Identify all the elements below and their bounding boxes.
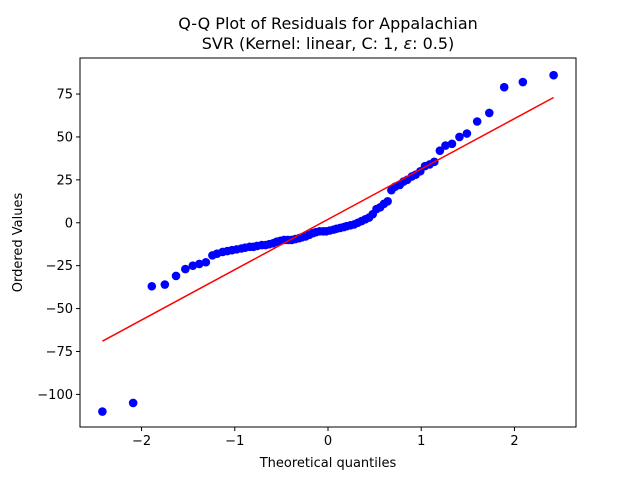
x-axis-label: Theoretical quantiles	[259, 456, 397, 471]
chart-subtitle-epsilon: ε	[403, 34, 412, 53]
data-point	[472, 117, 482, 126]
y-axis-ticks: −100 −75 −50 −25 0 25 50 75	[37, 88, 80, 403]
x-tick-label: −1	[225, 434, 244, 449]
data-point	[195, 259, 204, 269]
x-tick-label: 0	[324, 434, 332, 449]
data-point	[128, 398, 138, 408]
y-tick-label: 0	[65, 216, 73, 231]
data-point	[549, 70, 558, 80]
y-tick-label: −75	[46, 345, 73, 360]
data-point	[147, 281, 157, 291]
data-point	[383, 197, 392, 206]
data-point	[160, 280, 170, 289]
chart-subtitle-suffix: : 0.5)	[412, 34, 454, 53]
y-tick-label: 25	[56, 173, 73, 188]
data-point	[455, 132, 464, 142]
data-point	[201, 257, 211, 267]
x-tick-label: −2	[132, 434, 151, 449]
data-point	[181, 264, 190, 274]
x-tick-label: 1	[417, 434, 425, 449]
data-point	[484, 108, 494, 118]
data-point	[462, 129, 472, 138]
chart-subtitle: SVR (Kernel: linear, C: 1, ε: 0.5)	[202, 34, 455, 53]
data-point	[499, 82, 509, 92]
y-tick-label: −25	[46, 259, 73, 274]
y-tick-label: −100	[37, 388, 73, 403]
data-point	[518, 77, 528, 87]
y-tick-label: 75	[56, 88, 73, 103]
data-point	[188, 261, 198, 270]
axes-frame	[79, 57, 577, 428]
data-point	[171, 271, 181, 281]
chart-subtitle-prefix: SVR (Kernel: linear, C: 1,	[202, 34, 404, 53]
x-tick-label: 2	[510, 434, 518, 449]
data-point	[447, 139, 457, 149]
fit-line	[102, 96, 554, 342]
x-axis-ticks: −2 −1 0 1 2	[132, 427, 519, 449]
data-point	[441, 141, 450, 150]
data-point	[98, 407, 107, 416]
data-point	[435, 146, 445, 155]
y-tick-label: 50	[56, 130, 73, 145]
plot-area	[98, 70, 558, 416]
y-tick-label: −50	[46, 302, 73, 317]
chart-title: Q-Q Plot of Residuals for Appalachian	[178, 14, 478, 33]
y-axis-label: Ordered Values	[11, 193, 26, 293]
